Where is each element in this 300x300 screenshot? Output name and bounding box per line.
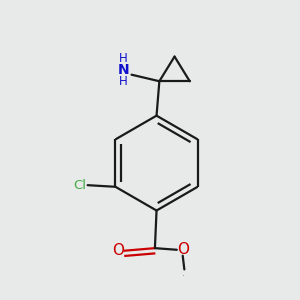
Text: H: H: [119, 52, 128, 65]
Text: O: O: [112, 243, 124, 258]
Text: O: O: [177, 242, 189, 257]
Text: N: N: [118, 63, 129, 77]
Text: Cl: Cl: [74, 179, 87, 192]
Text: H: H: [119, 75, 128, 88]
Text: CH₃: CH₃: [183, 275, 186, 277]
